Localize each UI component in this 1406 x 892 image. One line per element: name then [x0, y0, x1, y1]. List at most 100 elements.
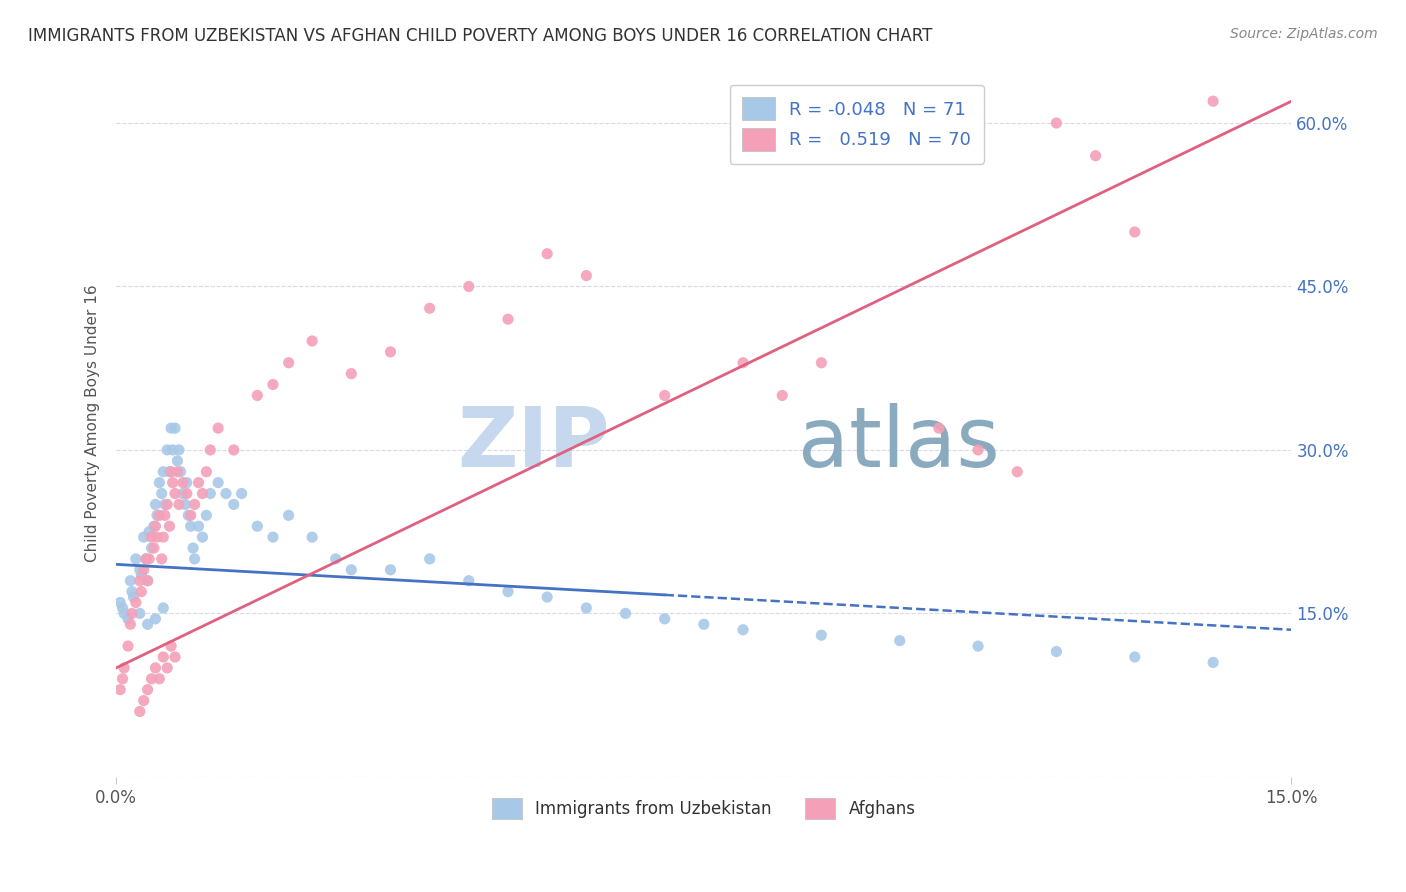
- Point: [136, 574, 159, 588]
- Point: [136, 682, 159, 697]
- Point: [222, 442, 245, 457]
- Point: [166, 454, 188, 468]
- Point: [150, 552, 173, 566]
- Point: [111, 672, 134, 686]
- Point: [654, 388, 676, 402]
- Point: [246, 519, 269, 533]
- Point: [246, 388, 269, 402]
- Point: [1202, 94, 1225, 108]
- Point: [111, 601, 134, 615]
- Text: atlas: atlas: [797, 403, 1000, 484]
- Point: [207, 475, 229, 490]
- Point: [142, 541, 165, 555]
- Point: [172, 486, 194, 500]
- Point: [163, 486, 186, 500]
- Point: [120, 574, 142, 588]
- Point: [419, 301, 441, 316]
- Point: [176, 475, 198, 490]
- Legend: Immigrants from Uzbekistan, Afghans: Immigrants from Uzbekistan, Afghans: [485, 791, 922, 825]
- Point: [160, 639, 183, 653]
- Point: [156, 497, 179, 511]
- Point: [131, 568, 153, 582]
- Point: [262, 530, 284, 544]
- Point: [177, 508, 200, 523]
- Point: [222, 497, 245, 511]
- Point: [152, 650, 174, 665]
- Point: [575, 601, 598, 615]
- Point: [614, 607, 637, 621]
- Point: [125, 552, 148, 566]
- Point: [183, 497, 205, 511]
- Point: [195, 465, 218, 479]
- Point: [810, 356, 832, 370]
- Point: [180, 519, 202, 533]
- Point: [167, 442, 190, 457]
- Point: [231, 486, 253, 500]
- Point: [200, 442, 222, 457]
- Point: [132, 563, 155, 577]
- Point: [731, 623, 754, 637]
- Point: [121, 607, 143, 621]
- Point: [122, 590, 145, 604]
- Point: [148, 475, 170, 490]
- Point: [770, 388, 793, 402]
- Point: [160, 421, 183, 435]
- Point: [928, 421, 950, 435]
- Point: [174, 497, 197, 511]
- Point: [153, 497, 176, 511]
- Point: [187, 519, 209, 533]
- Y-axis label: Child Poverty Among Boys Under 16: Child Poverty Among Boys Under 16: [86, 284, 100, 561]
- Point: [1123, 650, 1146, 665]
- Point: [731, 356, 754, 370]
- Text: ZIP: ZIP: [457, 403, 610, 484]
- Point: [156, 661, 179, 675]
- Point: [145, 497, 167, 511]
- Point: [889, 633, 911, 648]
- Point: [277, 356, 299, 370]
- Point: [136, 617, 159, 632]
- Point: [135, 552, 157, 566]
- Point: [187, 475, 209, 490]
- Point: [141, 672, 163, 686]
- Point: [536, 590, 558, 604]
- Point: [967, 639, 990, 653]
- Point: [167, 497, 190, 511]
- Point: [145, 612, 167, 626]
- Point: [159, 519, 181, 533]
- Point: [191, 530, 214, 544]
- Point: [150, 486, 173, 500]
- Point: [153, 508, 176, 523]
- Point: [340, 367, 363, 381]
- Point: [693, 617, 716, 632]
- Point: [141, 541, 163, 555]
- Point: [1045, 116, 1067, 130]
- Point: [1007, 465, 1029, 479]
- Point: [128, 705, 150, 719]
- Point: [128, 607, 150, 621]
- Point: [457, 279, 479, 293]
- Point: [262, 377, 284, 392]
- Point: [142, 519, 165, 533]
- Point: [152, 465, 174, 479]
- Point: [277, 508, 299, 523]
- Point: [162, 475, 184, 490]
- Point: [163, 421, 186, 435]
- Point: [536, 247, 558, 261]
- Point: [207, 421, 229, 435]
- Point: [128, 563, 150, 577]
- Point: [120, 617, 142, 632]
- Point: [146, 508, 169, 523]
- Point: [148, 672, 170, 686]
- Point: [195, 508, 218, 523]
- Point: [132, 693, 155, 707]
- Point: [380, 344, 402, 359]
- Point: [163, 650, 186, 665]
- Point: [121, 584, 143, 599]
- Point: [1123, 225, 1146, 239]
- Point: [181, 541, 204, 555]
- Point: [176, 486, 198, 500]
- Point: [183, 552, 205, 566]
- Point: [496, 312, 519, 326]
- Point: [301, 334, 323, 348]
- Point: [162, 442, 184, 457]
